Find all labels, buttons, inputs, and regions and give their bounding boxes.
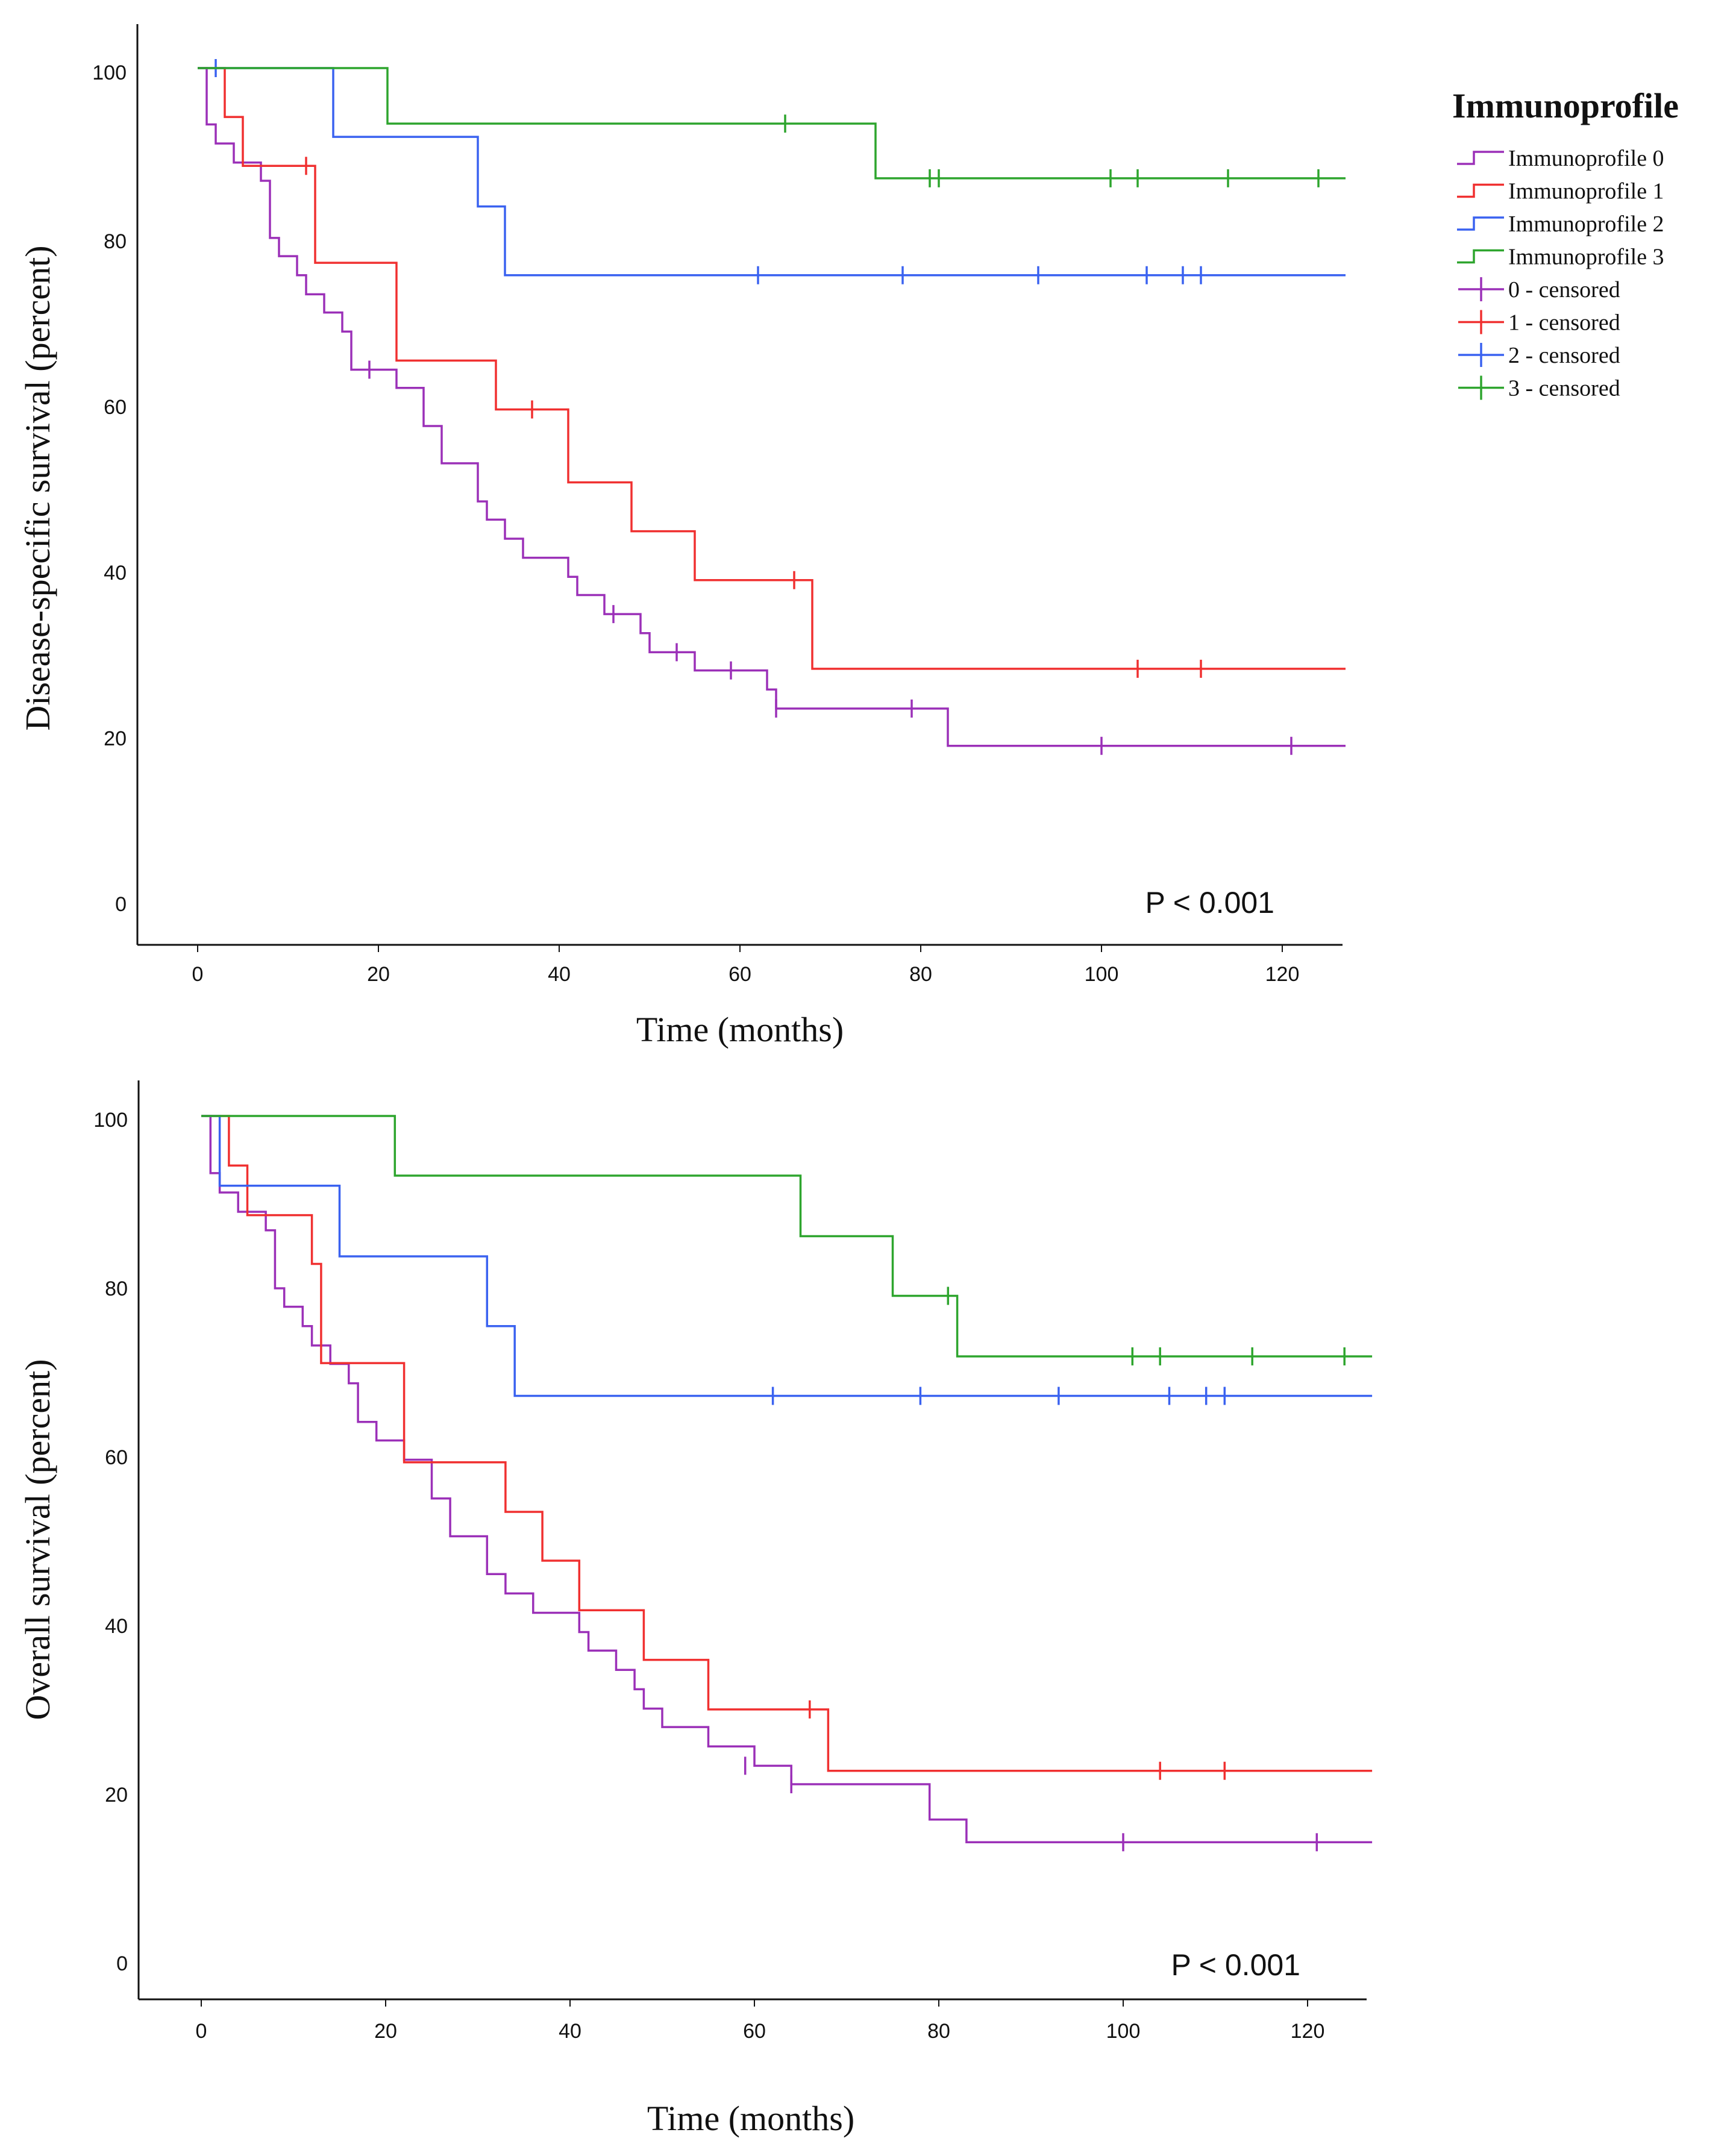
panel-disease-specific-survival: 0 20 40 60 80 100 120 0 20 40 60 80 100 … <box>18 24 1346 1049</box>
legend-entry: Immunoprofile 1 <box>1457 179 1664 204</box>
legend-entry: 3 - censored <box>1458 375 1620 401</box>
p-value-annotation: P < 0.001 <box>1171 1948 1300 1982</box>
x-tick-label: 120 <box>1265 963 1300 986</box>
x-tick-label: 60 <box>743 2020 766 2043</box>
y-tick-label: 0 <box>115 893 127 916</box>
x-ticks: 0 20 40 60 80 100 120 <box>196 1999 1325 2043</box>
y-axis-title: Overall survival (percent) <box>18 1359 57 1720</box>
survival-curve-immunoprofile-0 <box>201 1115 1373 1844</box>
legend-title: Immunoprofile <box>1452 86 1679 125</box>
x-tick-label: 80 <box>927 2020 950 2043</box>
x-tick-label: 0 <box>192 963 204 986</box>
survival-curve-immunoprofile-2 <box>201 1115 1373 1397</box>
y-axis-title: Disease-specific survival (percent) <box>18 245 57 730</box>
legend-entry: 2 - censored <box>1458 343 1620 368</box>
legend-label: 1 - censored <box>1508 310 1620 336</box>
y-tick-label: 20 <box>105 1784 128 1807</box>
survival-curve-immunoprofile-1 <box>198 67 1346 670</box>
x-axis-title: Time (months) <box>636 1010 844 1049</box>
series-layer <box>198 59 1346 755</box>
panel-overall-survival: 0 20 40 60 80 100 120 0 20 40 60 80 100 … <box>18 1080 1373 2138</box>
y-tick-label: 60 <box>105 1446 128 1469</box>
x-tick-label: 0 <box>196 2020 207 2043</box>
x-tick-label: 120 <box>1291 2020 1325 2043</box>
survival-curve-immunoprofile-1 <box>201 1115 1373 1772</box>
legend: Immunoprofile Immunoprofile 0Immunoprofi… <box>1452 86 1679 401</box>
y-tick-label: 100 <box>92 61 127 84</box>
legend-line-swatch <box>1457 249 1504 264</box>
survival-curve-immunoprofile-2 <box>198 67 1346 277</box>
y-tick-label: 0 <box>116 1952 128 1975</box>
legend-line-swatch <box>1457 216 1504 231</box>
legend-entry: Immunoprofile 0 <box>1457 146 1664 171</box>
legend-items: Immunoprofile 0 Immunoprofile 1 Immunoprof… <box>1457 146 1664 401</box>
x-tick-label: 100 <box>1085 963 1119 986</box>
legend-censor-swatch <box>1458 375 1504 400</box>
survival-curve-immunoprofile-0 <box>198 67 1346 747</box>
legend-entry: Immunoprofile 3 <box>1457 245 1664 270</box>
y-ticks: 0 20 40 60 80 100 <box>93 1109 128 1975</box>
y-tick-label: 40 <box>104 562 127 584</box>
x-axis-title: Time (months) <box>647 2099 854 2138</box>
y-tick-label: 40 <box>105 1615 128 1638</box>
x-tick-label: 40 <box>559 2020 581 2043</box>
x-tick-label: 100 <box>1106 2020 1141 2043</box>
legend-label: 2 - censored <box>1508 343 1620 368</box>
survival-curve-immunoprofile-3 <box>198 67 1346 180</box>
x-tick-label: 80 <box>909 963 932 986</box>
legend-label: Immunoprofile 2 <box>1508 212 1664 237</box>
legend-censor-swatch <box>1458 277 1504 301</box>
y-tick-label: 60 <box>104 396 127 419</box>
x-tick-label: 60 <box>729 963 751 986</box>
y-tick-label: 20 <box>104 727 127 750</box>
y-tick-label: 80 <box>104 230 127 253</box>
legend-censor-swatch <box>1458 310 1504 334</box>
legend-entry: 1 - censored <box>1458 310 1620 336</box>
series-layer <box>201 1115 1373 1852</box>
x-tick-label: 20 <box>367 963 390 986</box>
survival-curve-immunoprofile-3 <box>201 1115 1373 1358</box>
y-tick-label: 100 <box>93 1109 128 1132</box>
legend-label: Immunoprofile 0 <box>1508 146 1664 171</box>
legend-line-swatch <box>1457 183 1504 198</box>
y-ticks: 0 20 40 60 80 100 <box>92 61 127 916</box>
x-ticks: 0 20 40 60 80 100 120 <box>192 945 1300 986</box>
legend-label: 0 - censored <box>1508 277 1620 302</box>
legend-entry: Immunoprofile 2 <box>1457 212 1664 237</box>
y-tick-label: 80 <box>105 1277 128 1300</box>
x-tick-label: 40 <box>548 963 571 986</box>
x-tick-label: 20 <box>374 2020 397 2043</box>
legend-entry: 0 - censored <box>1458 277 1620 302</box>
legend-label: Immunoprofile 1 <box>1508 179 1664 204</box>
legend-label: 3 - censored <box>1508 376 1620 401</box>
legend-line-swatch <box>1457 151 1504 165</box>
legend-label: Immunoprofile 3 <box>1508 245 1664 270</box>
legend-censor-swatch <box>1458 343 1504 367</box>
p-value-annotation: P < 0.001 <box>1145 886 1274 920</box>
